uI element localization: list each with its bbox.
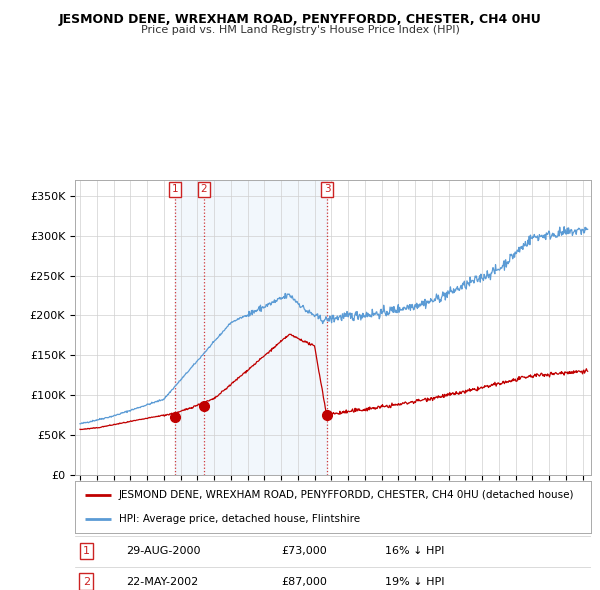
Text: 1: 1 [172,185,178,194]
Text: 22-MAY-2002: 22-MAY-2002 [127,577,199,586]
Text: 19% ↓ HPI: 19% ↓ HPI [385,577,444,586]
Text: Price paid vs. HM Land Registry's House Price Index (HPI): Price paid vs. HM Land Registry's House … [140,25,460,35]
Text: 2: 2 [200,185,207,194]
Text: £73,000: £73,000 [281,546,327,556]
Text: 3: 3 [323,185,330,194]
Text: 1: 1 [83,546,90,556]
Text: HPI: Average price, detached house, Flintshire: HPI: Average price, detached house, Flin… [119,514,360,524]
Text: 2: 2 [83,577,90,586]
Text: JESMOND DENE, WREXHAM ROAD, PENYFFORDD, CHESTER, CH4 0HU (detached house): JESMOND DENE, WREXHAM ROAD, PENYFFORDD, … [119,490,574,500]
Text: 29-AUG-2000: 29-AUG-2000 [127,546,201,556]
Text: 16% ↓ HPI: 16% ↓ HPI [385,546,444,556]
Text: £87,000: £87,000 [281,577,327,586]
Bar [175,180,327,475]
Text: JESMOND DENE, WREXHAM ROAD, PENYFFORDD, CHESTER, CH4 0HU: JESMOND DENE, WREXHAM ROAD, PENYFFORDD, … [59,13,541,26]
